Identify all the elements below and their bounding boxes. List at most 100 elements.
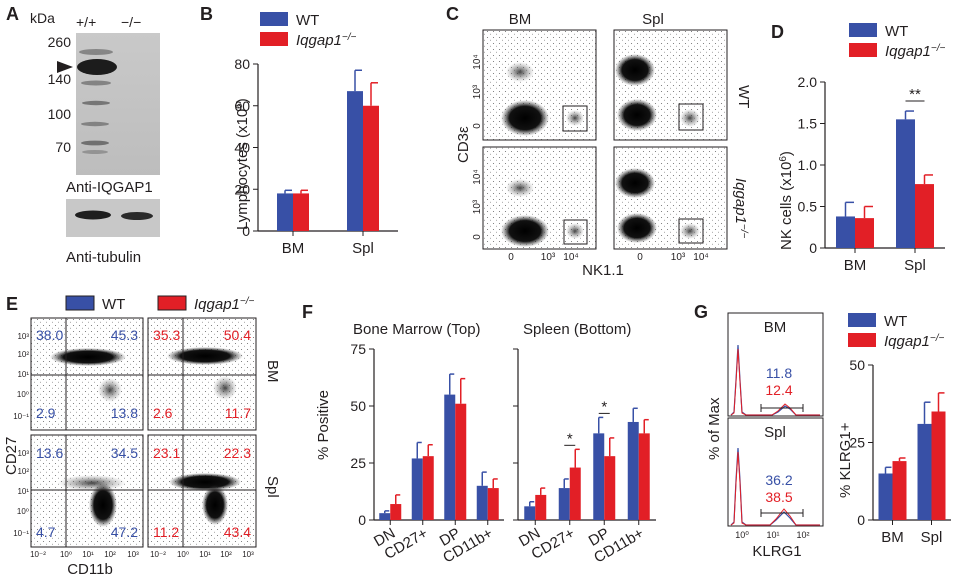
g-hist-title-spl: Spl: [764, 424, 786, 441]
svg-text:10⁴: 10⁴: [563, 252, 578, 263]
d-legend-wt-label: WT: [885, 23, 908, 40]
marker-260: 260: [48, 34, 72, 50]
e-ylabel: CD27: [3, 437, 20, 475]
svg-text:10⁰: 10⁰: [177, 550, 189, 559]
e-q-wt-bm-ur: 45.3: [111, 327, 138, 343]
g-spl-wt-value: 36.2: [765, 472, 792, 488]
lane-ko-label: −/−: [121, 14, 141, 30]
c-plot-ko-bm: [482, 146, 597, 250]
d-legend-ko-swatch: [849, 43, 877, 57]
bar-ko-cd11bpos: [638, 433, 650, 520]
svg-text:0: 0: [508, 252, 514, 263]
d-legend-ko-label: Iqgap1−/−: [885, 43, 946, 60]
marker-140: 140: [48, 71, 72, 87]
svg-text:0: 0: [637, 252, 643, 263]
blot-band-tubulin-wt: [75, 210, 111, 220]
bar-wt-cd11bpos: [627, 421, 639, 520]
bar-ko-dp: [604, 456, 616, 520]
svg-text:10⁴: 10⁴: [472, 169, 483, 184]
chart-b: 0 20 40 60 80 BM Spl: [234, 56, 398, 257]
e-q-ko-bm-ll: 2.6: [153, 405, 173, 421]
panel-label-g: G: [694, 302, 708, 322]
svg-text:10³: 10³: [472, 199, 483, 214]
bar-wt-dn: [379, 513, 391, 520]
panel-label-d: D: [771, 22, 784, 42]
e-q-ko-bm-lr: 11.7: [225, 405, 251, 421]
panel-c: C BM Spl: [446, 4, 752, 279]
bar-wt-bm: [878, 473, 893, 520]
c-ylabel: CD3ε: [455, 126, 472, 163]
svg-text:10²: 10²: [17, 350, 29, 359]
svg-text:10³: 10³: [127, 550, 139, 559]
y-tick-label: 2.0: [798, 74, 818, 90]
g-spl-ko-value: 38.5: [765, 489, 792, 505]
bar-wt-bm: [277, 193, 293, 231]
g-legend-wt-label: WT: [884, 313, 907, 330]
svg-text:10⁰: 10⁰: [735, 530, 749, 540]
marker-70: 70: [55, 139, 71, 155]
bar-wt-bm: [836, 216, 855, 248]
panel-d: D WT Iqgap1−/− NK cells (x106) 0 0.5 1.0 1.…: [771, 22, 946, 274]
chart-g: 0 25 50 BM Spl: [849, 357, 951, 546]
e-plot-ko-bm: 35.3 50.4 2.6 11.7: [147, 317, 257, 431]
e-q-ko-spl-ur: 22.3: [224, 445, 251, 461]
bar-ko-cd27pos: [422, 456, 434, 520]
g-bm-wt-value: 11.8: [766, 365, 792, 381]
f-title-right: Spleen (Bottom): [523, 321, 631, 338]
svg-text:10²: 10²: [104, 550, 116, 559]
c-xlabel: NK1.1: [582, 262, 624, 279]
y-tick-label: 60: [234, 98, 250, 114]
svg-text:10¹: 10¹: [82, 550, 94, 559]
f-title-left: Bone Marrow (Top): [353, 321, 481, 338]
e-q-ko-spl-ul: 23.1: [153, 445, 180, 461]
e-legend-wt-swatch: [65, 295, 95, 311]
e-q-wt-spl-ur: 34.5: [111, 445, 138, 461]
svg-text:10⁰: 10⁰: [17, 390, 29, 399]
c-plot-wt-spl: [613, 29, 728, 141]
d-legend-wt-swatch: [849, 23, 877, 37]
blot2-label: Anti-tubulin: [66, 249, 141, 266]
e-q-wt-bm-lr: 13.8: [111, 405, 138, 421]
panel-label-e: E: [6, 294, 18, 314]
svg-text:10³: 10³: [541, 252, 556, 263]
bar-ko-dp: [455, 403, 467, 520]
panel-label-f: F: [302, 302, 313, 322]
legend-wt-label: WT: [296, 12, 319, 29]
svg-text:10¹: 10¹: [17, 487, 29, 496]
e-legend-wt-label: WT: [102, 296, 125, 313]
y-tick-label: 0: [857, 512, 865, 528]
svg-text:10⁴: 10⁴: [693, 252, 708, 263]
b-ylabel: Lymphocytes (x106): [234, 98, 251, 230]
e-q-wt-spl-ll: 4.7: [36, 524, 56, 540]
svg-text:10³: 10³: [17, 449, 29, 458]
e-plot-wt-spl: 13.6 34.5 4.7 47.2: [30, 434, 144, 548]
c-plot-ko-spl: [613, 146, 728, 250]
g-hist-title-bm: BM: [764, 319, 787, 336]
g-ylabel: % KLRG1+: [837, 422, 854, 498]
panel-a: A kDa +/+ −/− 260 140 100 70 Anti-IQGAP1…: [6, 4, 160, 266]
bar-wt-cd27pos: [411, 458, 423, 520]
panel-label-a: A: [6, 4, 19, 24]
bar-wt-spl: [347, 91, 363, 231]
significance-label: *: [567, 430, 573, 447]
svg-text:10²: 10²: [17, 467, 29, 476]
x-tick-label: Spl: [921, 529, 943, 546]
bar-ko-cd11bpos: [487, 488, 499, 520]
y-tick-label: 20: [234, 181, 250, 197]
svg-text:10⁴: 10⁴: [472, 54, 483, 69]
svg-text:0: 0: [472, 123, 483, 129]
legend-wt-swatch: [260, 12, 288, 26]
y-tick-label: 40: [234, 140, 250, 156]
e-q-ko-spl-ll: 11.2: [153, 524, 179, 540]
kda-label: kDa: [30, 10, 55, 26]
y-tick-label: 25: [849, 435, 865, 451]
bar-wt-cd11bpos: [476, 485, 488, 520]
panel-label-b: B: [200, 4, 213, 24]
blot-band-iqgap1: [77, 59, 117, 75]
chart-d: 0 0.5 1.0 1.5 2.0 BM Spl **: [798, 74, 945, 274]
x-tick-label: BM: [844, 257, 867, 274]
bar-wt-dp: [444, 394, 456, 520]
e-q-ko-bm-ul: 35.3: [153, 327, 180, 343]
